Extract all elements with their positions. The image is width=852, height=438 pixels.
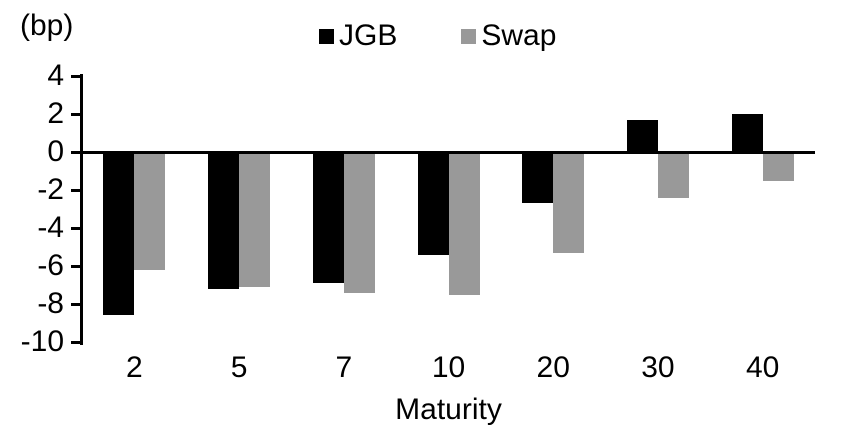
- x-axis-category-label: 2: [126, 351, 143, 384]
- legend-item-swap: Swap: [461, 18, 556, 54]
- bar-jgb-30: [626, 119, 658, 152]
- legend: JGB Swap: [319, 18, 556, 54]
- bar-jgb-10: [417, 152, 449, 255]
- x-axis-category-label: 30: [641, 351, 675, 384]
- y-axis-tick: [71, 112, 80, 116]
- y-axis-unit-label: (bp): [20, 9, 74, 42]
- bar-swap-10: [448, 152, 480, 295]
- bar-swap-40: [762, 152, 794, 181]
- y-axis-tick-label: 2: [47, 97, 64, 130]
- bar-jgb-7: [312, 152, 344, 284]
- y-axis-tick-label: -6: [37, 249, 64, 282]
- bar-jgb-40: [731, 114, 763, 152]
- y-axis-tick-label: 0: [47, 135, 64, 168]
- bar-jgb-5: [208, 152, 240, 289]
- legend-swatch: [319, 28, 334, 44]
- y-axis-tick: [71, 74, 80, 78]
- y-axis-tick: [71, 302, 80, 306]
- y-axis-tick-label: -4: [37, 211, 64, 244]
- x-axis-category-label: 40: [745, 351, 780, 384]
- bar-swap-20: [553, 152, 585, 253]
- y-axis-tick: [71, 264, 80, 268]
- y-axis-tick: [71, 226, 80, 230]
- x-axis-category-label: 7: [335, 351, 353, 384]
- legend-item-jgb: JGB: [319, 18, 397, 54]
- y-axis-tick-label: 4: [47, 59, 64, 92]
- y-axis-tick-label: -10: [20, 325, 64, 358]
- bar-swap-2: [134, 152, 166, 270]
- y-axis-tick: [71, 340, 80, 344]
- legend-label: JGB: [339, 19, 398, 52]
- y-axis-tick: [71, 188, 80, 192]
- x-axis-category-label: 5: [230, 351, 248, 384]
- legend-label: Swap: [481, 19, 557, 52]
- y-axis-tick-label: -8: [37, 287, 64, 320]
- bar-swap-7: [343, 152, 375, 293]
- y-axis-tick: [71, 150, 80, 154]
- y-axis-tick-label: -2: [37, 173, 64, 206]
- legend-swatch: [461, 28, 477, 44]
- bar-jgb-20: [522, 152, 554, 204]
- x-axis-title: Maturity: [395, 393, 502, 426]
- x-axis-category-label: 20: [536, 351, 570, 384]
- y-axis-line: [80, 74, 83, 345]
- bar-swap-5: [239, 152, 271, 287]
- bar-jgb-2: [103, 152, 135, 316]
- x-axis-category-label: 10: [431, 351, 466, 384]
- bar-swap-30: [657, 152, 689, 198]
- x-axis-zero-line: [80, 150, 815, 154]
